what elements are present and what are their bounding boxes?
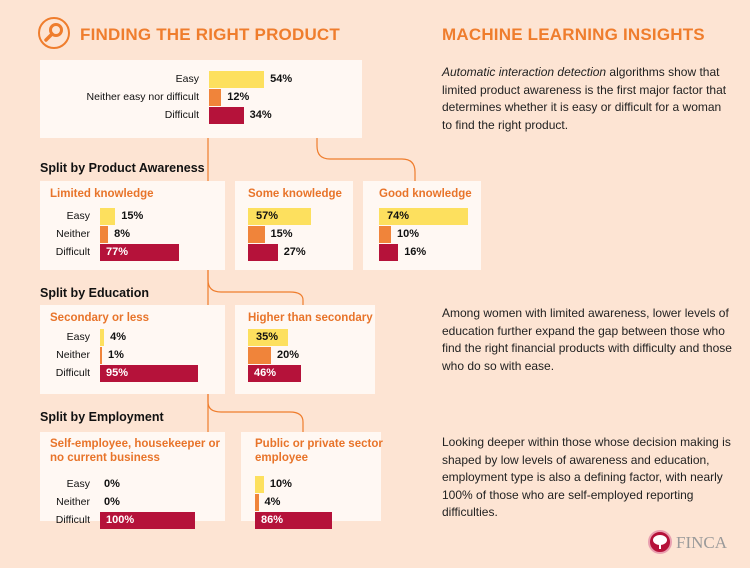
finca-logo-icon (648, 530, 672, 554)
chart-card-overall (40, 60, 362, 138)
bar-neither (100, 347, 102, 364)
bar-value-label: 74% (387, 210, 410, 222)
bar-difficult (255, 512, 332, 529)
bar-neither (248, 226, 265, 243)
section-awareness: Split by Product Awareness (40, 161, 205, 175)
bar-category-label: Neither (56, 228, 90, 240)
bar-category-label: Neither (56, 496, 90, 508)
chart-title: Higher than secondary (248, 312, 373, 324)
bar-value-label: 86% (261, 514, 284, 526)
bar-value-label: 54% (270, 73, 293, 85)
bar-category-label: Neither easy nor difficult (86, 91, 199, 103)
insight-italic: Automatic interaction detection (442, 65, 607, 79)
bar-value-label: 34% (249, 109, 272, 121)
bar-category-label: Difficult (55, 514, 90, 526)
bar-value-label: 10% (397, 228, 420, 240)
insight-paragraph-1: Automatic interaction detection algorith… (442, 64, 732, 134)
bar-difficult (100, 512, 195, 529)
bar-value-label: 15% (121, 210, 144, 222)
bar-value-label: 0% (104, 478, 120, 490)
bar-value-label: 4% (264, 496, 281, 508)
bar-value-label: 12% (227, 91, 250, 103)
bar-value-label: 57% (256, 210, 279, 222)
bar-neither (209, 89, 222, 106)
search-icon (38, 17, 70, 49)
bar-difficult (100, 365, 198, 382)
chart-title: Some knowledge (248, 188, 342, 200)
insights-title: MACHINE LEARNING INSIGHTS (442, 25, 705, 44)
insight-paragraph-2: Among women with limited awareness, lowe… (442, 306, 732, 373)
chart-title: Public or private sector employee (255, 438, 383, 464)
bar-easy (255, 476, 264, 493)
bar-value-label: 16% (404, 246, 427, 258)
bar-easy (100, 208, 116, 225)
bar-easy (248, 329, 289, 346)
bar-value-label: 77% (106, 246, 129, 258)
bar-difficult (248, 365, 301, 382)
insight-text: algorithms show that limited product awa… (442, 65, 727, 132)
insight-paragraph-3: Looking deeper within those whose decisi… (442, 435, 731, 519)
bar-value-label: 35% (256, 331, 279, 343)
bar-category-label: Easy (66, 478, 90, 490)
bar-category-label: Difficult (55, 367, 90, 379)
bar-value-label: 10% (269, 478, 292, 490)
bar-difficult (209, 107, 244, 124)
bar-easy (100, 329, 105, 346)
bar-neither (255, 494, 259, 511)
bar-value-label: 95% (106, 367, 129, 379)
bar-category-label: Easy (66, 210, 90, 222)
section-employment: Split by Employment (40, 410, 164, 424)
bar-easy (379, 208, 468, 225)
chart-title: Limited knowledge (50, 188, 154, 200)
page-title: FINDING THE RIGHT PRODUCT (80, 25, 340, 44)
bar-category-label: Easy (66, 331, 90, 343)
bar-value-label: 0% (104, 496, 120, 508)
bar-value-label: 20% (277, 349, 300, 361)
bar-category-label: Difficult (55, 246, 90, 258)
chart-card-self (40, 432, 225, 521)
bar-value-label: 4% (110, 331, 127, 343)
chart-card-public (241, 432, 381, 521)
bar-neither (379, 226, 391, 243)
bar-easy (209, 71, 265, 88)
bar-neither (248, 347, 271, 364)
bar-category-label: Neither (56, 349, 90, 361)
bar-category-label: Difficult (164, 109, 199, 121)
finca-logo-text: FINCA (676, 533, 728, 552)
bar-difficult (248, 244, 278, 261)
bar-difficult (100, 244, 179, 261)
bar-category-label: Easy (175, 73, 199, 85)
bar-value-label: 27% (283, 246, 306, 258)
chart-title: Self-employee, housekeeper or no current… (50, 438, 221, 464)
bar-value-label: 1% (108, 349, 124, 361)
bar-value-label: 100% (106, 514, 135, 526)
chart-title: Secondary or less (50, 312, 150, 324)
bar-difficult (379, 244, 399, 261)
bar-value-label: 15% (270, 228, 293, 240)
bar-value-label: 46% (254, 367, 277, 379)
section-education: Split by Education (40, 286, 150, 300)
bar-easy (248, 208, 311, 225)
chart-title: Good knowledge (379, 188, 472, 200)
bar-value-label: 8% (114, 228, 131, 240)
bar-neither (100, 226, 109, 243)
